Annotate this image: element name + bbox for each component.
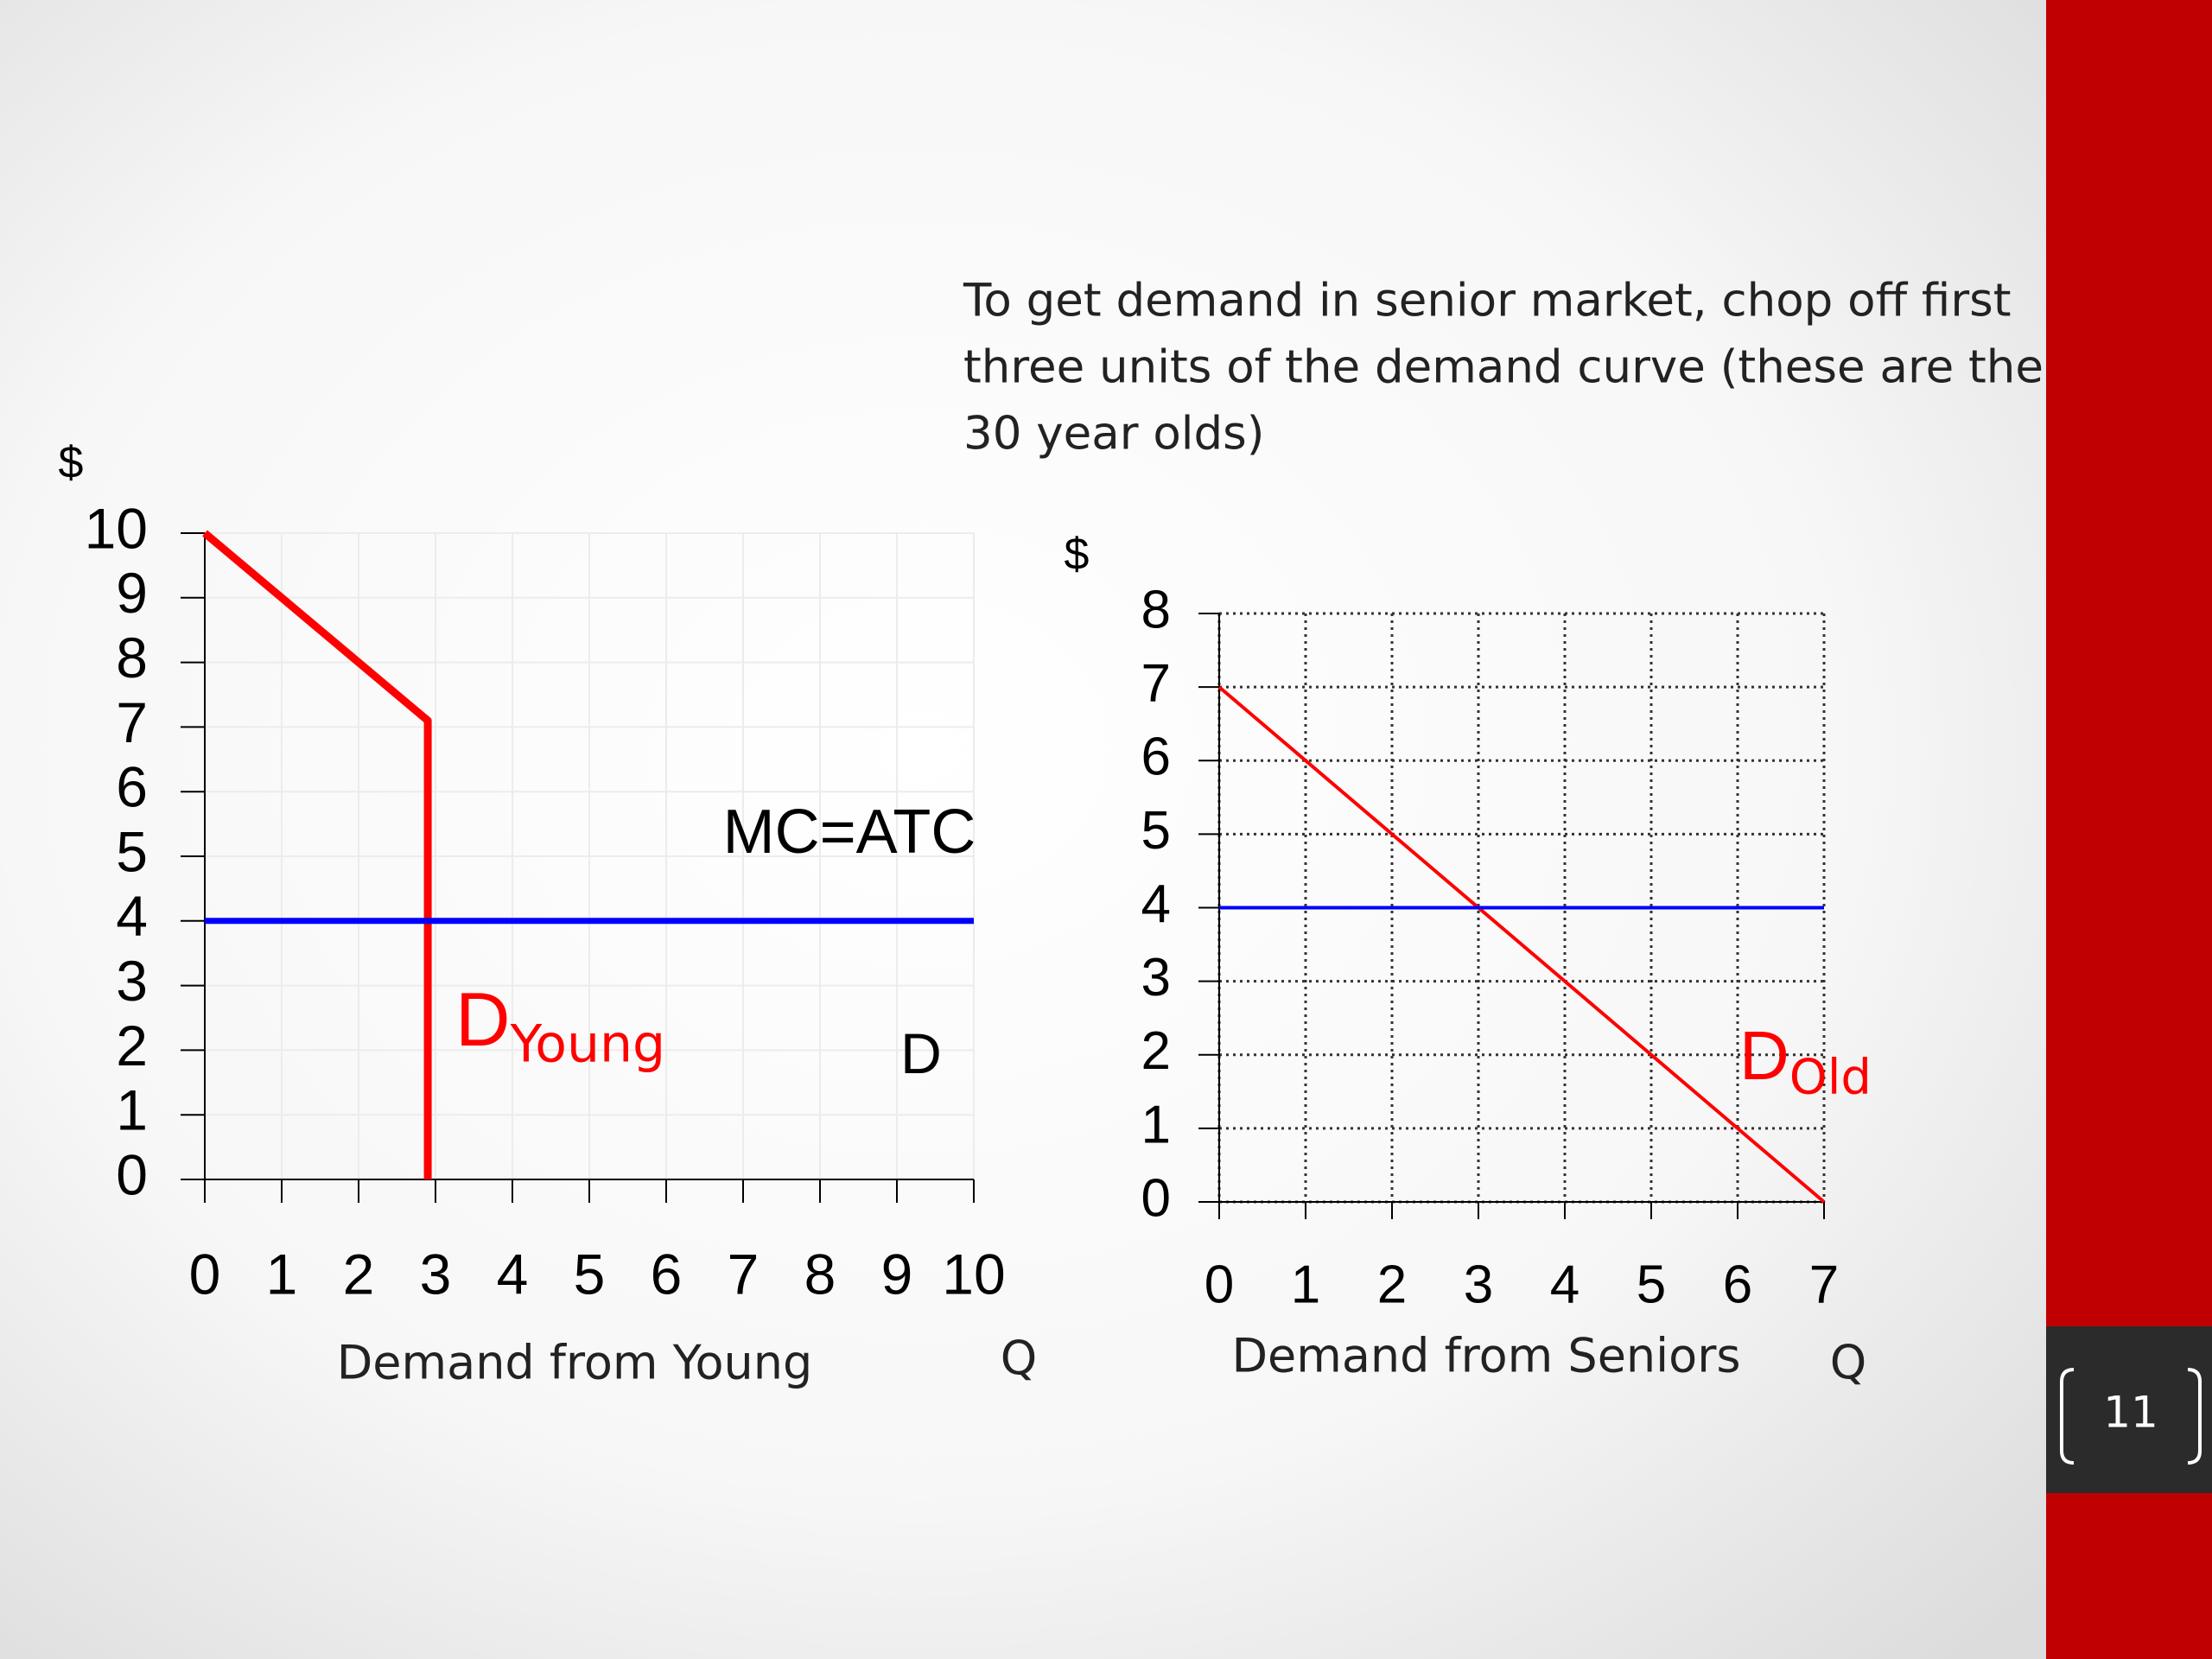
x-axis-label: Demand from Young	[337, 1336, 813, 1390]
x-axis-label: Demand from Seniors	[1231, 1329, 1740, 1383]
x-tick-label: 7	[1809, 1255, 1839, 1314]
slide-text: 30 year olds)	[963, 408, 1264, 461]
y-tick-label: 3	[1141, 948, 1171, 1007]
page-number-box	[2046, 1326, 2212, 1493]
y-tick-label: 10	[85, 496, 148, 560]
y-tick-label: 9	[116, 561, 148, 625]
x-tick-label: 9	[881, 1242, 913, 1306]
y-tick-label: 4	[1141, 874, 1171, 934]
slide-text: three units of the demand curve (these a…	[963, 341, 2044, 394]
x-tick-label: 3	[420, 1242, 452, 1306]
y-tick-label: 2	[116, 1014, 148, 1077]
y-axis-label: $	[59, 438, 84, 488]
y-tick-label: 6	[1141, 728, 1171, 787]
x-tick-label: 10	[942, 1242, 1005, 1306]
background	[0, 0, 2046, 1659]
annotation-subscript: Young	[510, 1014, 666, 1074]
y-tick-label: 0	[116, 1142, 148, 1206]
y-tick-label: 1	[1141, 1095, 1171, 1154]
annotation: D	[900, 1021, 942, 1085]
x-tick-label: 1	[266, 1242, 298, 1306]
annotation-text: D	[455, 976, 511, 1062]
page-number-brackets	[2060, 1368, 2202, 1465]
x-tick-label: 5	[1637, 1255, 1666, 1314]
slide-text: To get demand in senior market, chop off…	[963, 275, 2012, 327]
annotation-text: MC=ATC	[723, 798, 976, 867]
x-axis-unit: Q	[1830, 1336, 1867, 1390]
y-tick-label: 5	[116, 819, 148, 883]
y-tick-label: 1	[116, 1078, 148, 1142]
x-tick-label: 2	[343, 1242, 375, 1306]
y-tick-label: 3	[116, 949, 148, 1013]
annotation: DYoung	[455, 976, 665, 1074]
x-tick-label: 8	[804, 1242, 836, 1306]
y-tick-label: 2	[1141, 1021, 1171, 1081]
annotation-text: D	[900, 1021, 942, 1085]
annotation: MC=ATC	[723, 798, 976, 867]
y-tick-label: 7	[1141, 654, 1171, 714]
series-line	[1217, 685, 1826, 1204]
annotation-text: D	[1739, 1017, 1789, 1094]
y-tick-label: 6	[116, 755, 148, 819]
annotation: DOld	[1739, 1017, 1872, 1105]
x-axis-unit: Q	[1001, 1332, 1038, 1386]
page-number: 11	[2103, 1388, 2158, 1438]
x-tick-label: 3	[1464, 1255, 1493, 1314]
annotation-subscript: Old	[1789, 1050, 1872, 1106]
x-tick-label: 0	[189, 1242, 221, 1306]
y-tick-label: 5	[1141, 801, 1171, 861]
x-tick-label: 4	[1550, 1255, 1580, 1314]
series-line	[202, 530, 432, 1179]
x-tick-label: 2	[1377, 1255, 1407, 1314]
y-axis-label: $	[1065, 530, 1090, 580]
x-tick-label: 1	[1291, 1255, 1320, 1314]
x-tick-label: 6	[651, 1242, 683, 1306]
y-tick-label: 4	[116, 884, 148, 948]
y-tick-label: 0	[1141, 1168, 1171, 1228]
x-tick-label: 5	[574, 1242, 606, 1306]
x-tick-label: 6	[1723, 1255, 1752, 1314]
y-tick-label: 8	[1141, 580, 1171, 639]
y-tick-label: 7	[116, 690, 148, 754]
x-tick-label: 4	[497, 1242, 529, 1306]
x-tick-label: 7	[728, 1242, 760, 1306]
x-tick-label: 0	[1205, 1255, 1234, 1314]
y-tick-label: 8	[116, 626, 148, 690]
